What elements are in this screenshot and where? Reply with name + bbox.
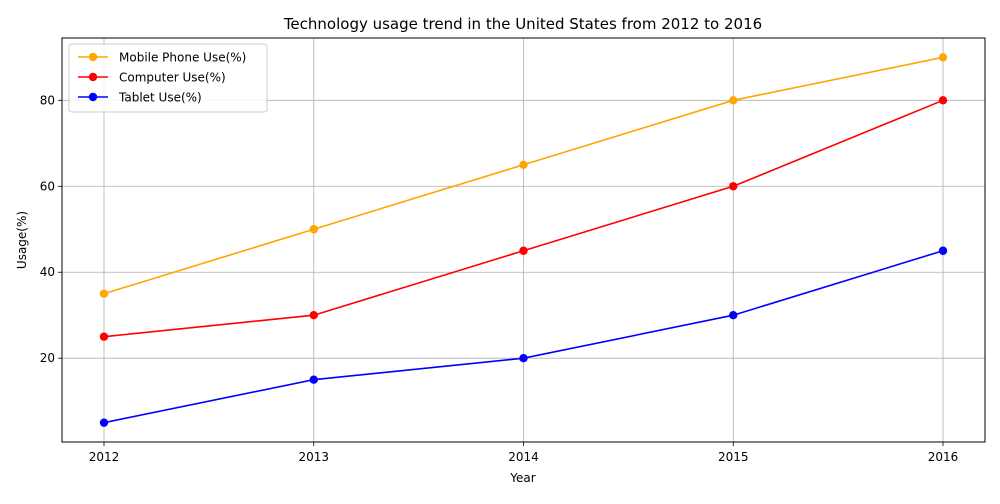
x-axis: 2012 2013 2014 2015 2016 — [89, 442, 959, 464]
y-tick-label: 40 — [40, 265, 55, 279]
data-point — [309, 375, 318, 384]
y-tick-label: 80 — [40, 93, 55, 107]
legend-swatch-marker — [88, 72, 98, 82]
legend-label: Computer Use(%) — [119, 71, 226, 85]
series-layer — [99, 53, 948, 427]
y-axis: 20 40 60 80 — [40, 93, 62, 365]
data-point — [99, 418, 109, 427]
data-point — [309, 311, 318, 320]
legend-label: Tablet Use(%) — [118, 91, 202, 105]
data-point — [729, 182, 738, 191]
x-tick-label: 2012 — [89, 450, 120, 464]
data-point — [519, 246, 528, 255]
x-tick-label: 2016 — [928, 450, 959, 464]
data-point — [729, 311, 738, 320]
data-point — [729, 96, 738, 105]
data-point — [938, 96, 948, 105]
y-tick-label: 60 — [40, 179, 55, 193]
legend-label: Mobile Phone Use(%) — [119, 51, 246, 65]
chart-title: Technology usage trend in the United Sta… — [283, 15, 762, 33]
data-point — [519, 160, 528, 169]
y-tick-label: 20 — [40, 351, 55, 365]
x-tick-label: 2015 — [718, 450, 749, 464]
legend-swatch-marker — [88, 92, 98, 102]
legend-box — [68, 43, 268, 113]
data-point — [519, 353, 528, 363]
x-tick-label: 2014 — [508, 450, 539, 464]
data-point — [99, 289, 109, 298]
legend-swatch-marker — [88, 52, 98, 62]
data-point — [938, 53, 948, 62]
x-tick-label: 2013 — [298, 450, 329, 464]
data-point — [938, 246, 948, 255]
legend: Mobile Phone Use(%) Computer Use(%) Tablet… — [68, 43, 268, 113]
data-point — [309, 225, 318, 234]
y-axis-label: Usage(%) — [15, 211, 29, 269]
data-point — [99, 332, 109, 341]
x-axis-label: Year — [509, 471, 535, 485]
